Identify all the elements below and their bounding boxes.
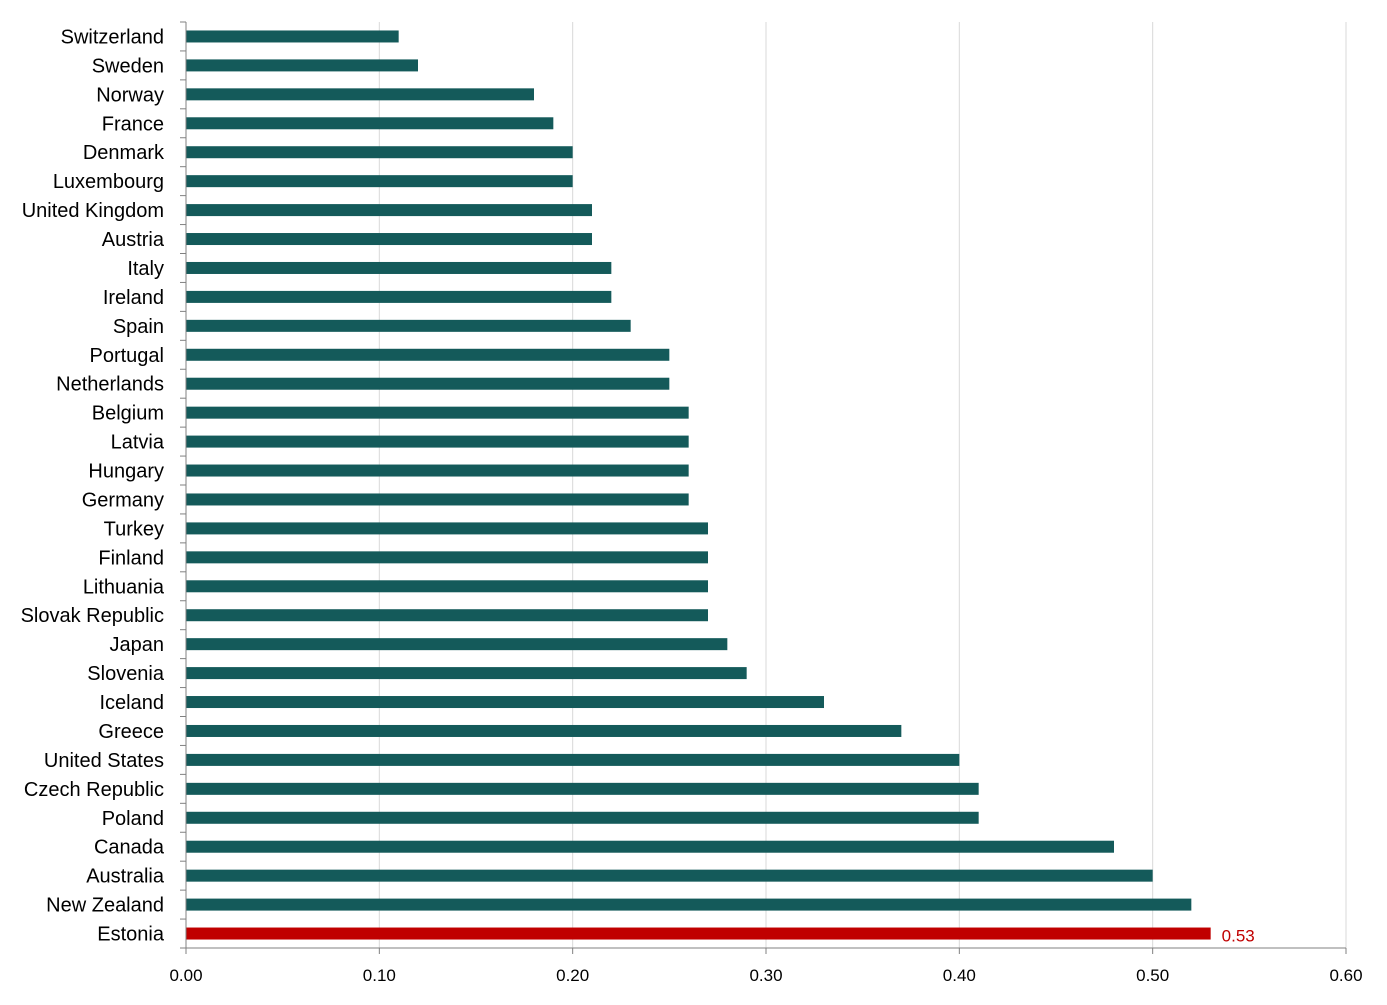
bar-luxembourg [186,175,573,188]
bar-hungary [186,464,689,477]
data-label-estonia: 0.53 [1222,927,1255,946]
bar-japan [186,638,728,651]
category-label: Spain [113,316,164,338]
bar-lithuania [186,580,708,593]
bar-norway [186,88,534,101]
category-label: Belgium [92,403,164,425]
bar-new-zealand [186,898,1192,911]
bar-italy [186,261,612,274]
x-tick-label: 0.30 [749,966,782,985]
x-tick-label: 0.50 [1136,966,1169,985]
category-label: Australia [86,866,165,888]
category-label: Germany [82,489,164,511]
bar-belgium [186,406,689,419]
x-tick-label: 0.20 [556,966,589,985]
category-label: Latvia [111,432,165,454]
category-label: Italy [127,258,164,280]
bar-iceland [186,696,824,709]
bar-switzerland [186,30,399,43]
category-label: United States [44,750,164,772]
bar-denmark [186,146,573,159]
x-tick-label: 0.00 [169,966,202,985]
category-label: Norway [96,84,164,106]
bar-estonia [186,927,1211,940]
category-label: Lithuania [83,576,165,598]
category-label: Luxembourg [53,171,164,193]
bar-germany [186,493,689,506]
bar-australia [186,869,1153,882]
bar-portugal [186,348,670,361]
category-label: Poland [102,808,164,830]
bar-france [186,117,554,130]
bar-netherlands [186,377,670,390]
category-label: Canada [94,837,165,859]
category-label: Ireland [103,287,164,309]
bar-canada [186,840,1114,853]
category-label: Netherlands [56,374,164,396]
axes [180,21,1347,954]
bar-turkey [186,522,708,535]
bar-spain [186,319,631,332]
labels: Switzerland Sweden Norway France Denmark Luxe… [21,26,1363,985]
category-label: Austria [102,229,165,251]
bar-slovenia [186,667,747,680]
category-label: Denmark [83,142,165,164]
category-label: United Kingdom [22,200,164,222]
category-label: Japan [110,634,165,656]
bar-slovak-republic [186,609,708,622]
category-label: Estonia [97,924,165,946]
bar-united-states [186,753,960,766]
gridlines [378,22,1347,948]
bar-czech-republic [186,782,979,795]
bar-greece [186,724,902,737]
category-label: Czech Republic [24,779,164,801]
x-tick-label: 0.40 [943,966,976,985]
bar-united-kingdom [186,204,592,217]
category-label: Switzerland [61,26,164,48]
category-label: Hungary [88,461,164,483]
category-label: Iceland [100,692,165,714]
category-label: France [102,113,164,135]
category-label: Turkey [104,518,164,540]
bar-poland [186,811,979,824]
category-label: Slovenia [87,663,165,685]
category-label: Sweden [92,55,164,77]
bar-latvia [186,435,689,448]
bars [186,30,1211,940]
category-label: Finland [98,547,164,569]
category-label: Greece [98,721,164,743]
bar-finland [186,551,708,564]
x-tick-label: 0.60 [1329,966,1362,985]
category-label: Slovak Republic [21,605,164,627]
category-label: New Zealand [46,895,164,917]
x-tick-label: 0.10 [363,966,396,985]
bar-sweden [186,59,418,72]
bar-austria [186,233,592,246]
category-label: Portugal [90,345,165,367]
bar-ireland [186,290,612,303]
